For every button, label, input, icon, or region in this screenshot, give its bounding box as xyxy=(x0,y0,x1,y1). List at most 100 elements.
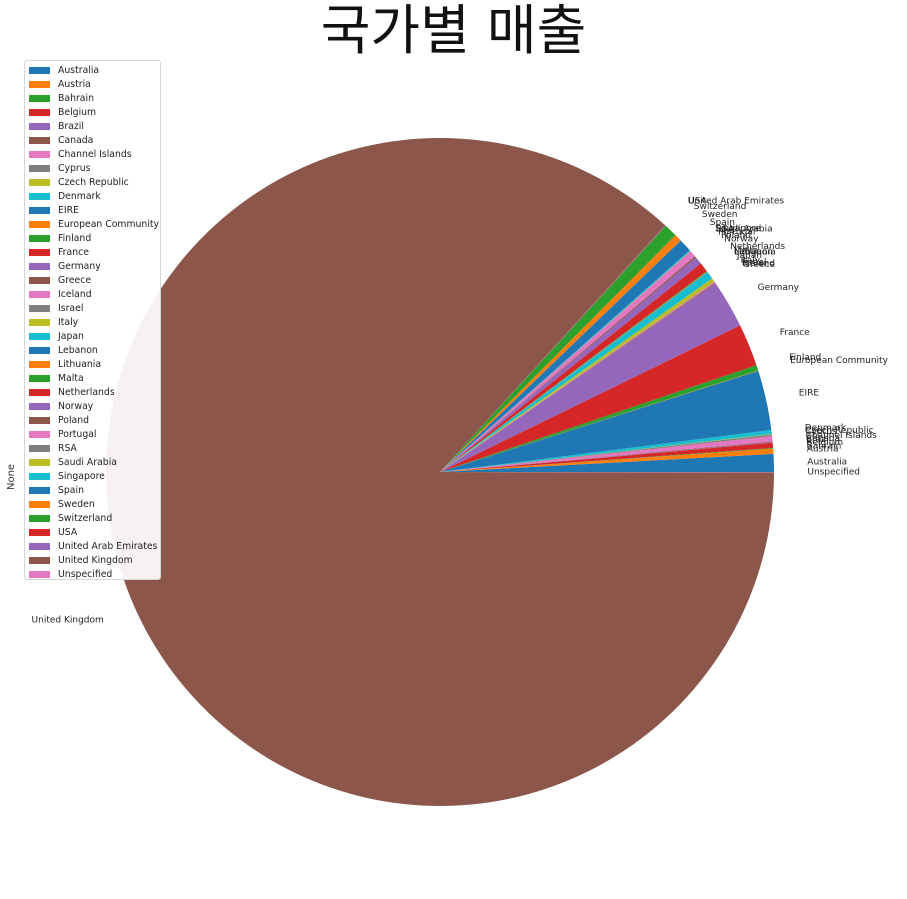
legend-item: Japan xyxy=(29,329,160,343)
legend-item: Lithuania xyxy=(29,357,160,371)
slice-label-channel-islands: Channel Islands xyxy=(806,431,878,441)
legend-swatch xyxy=(29,570,50,578)
legend-swatch xyxy=(29,514,50,522)
legend-label: Sweden xyxy=(58,498,95,510)
legend-swatch xyxy=(29,388,50,396)
pie-slice-france xyxy=(440,325,757,472)
slice-label-czech-republic: Czech Republic xyxy=(805,426,874,436)
legend-item: USA xyxy=(29,525,160,539)
legend-swatch xyxy=(29,136,50,144)
slice-label-eire: EIRE xyxy=(799,388,820,398)
slice-label-belgium: Belgium xyxy=(806,438,843,448)
legend-item: Australia xyxy=(29,63,160,77)
legend-item: Greece xyxy=(29,273,160,287)
pie-slice-netherlands xyxy=(440,263,707,472)
legend-label: Lithuania xyxy=(58,358,102,370)
pie-slice-united-kingdom xyxy=(106,138,774,807)
legend-item: United Kingdom xyxy=(29,553,160,567)
slice-label-greece: Greece xyxy=(743,260,775,270)
legend-swatch xyxy=(29,472,50,480)
pie-slice-italy xyxy=(440,278,715,472)
legend-label: Australia xyxy=(58,64,100,76)
legend-item: EIRE xyxy=(29,203,160,217)
slice-label-netherlands: Netherlands xyxy=(730,242,785,252)
slice-label-france: France xyxy=(780,328,810,338)
legend-swatch xyxy=(29,66,50,74)
slice-label-unspecified: Unspecified xyxy=(807,468,860,478)
slice-label-switzerland: Switzerland xyxy=(694,202,747,212)
pie-slice-labels: Australia AustriaBahrainBelgiumBrazilCana… xyxy=(32,196,889,625)
pie-slice-finland xyxy=(440,365,759,472)
slice-label-finland: Finland xyxy=(789,353,821,363)
legend-label: Bahrain xyxy=(58,92,94,104)
pie-slice-malta xyxy=(440,270,708,472)
legend-label: European Community xyxy=(58,218,160,230)
legend-item: Unspecified xyxy=(29,567,160,581)
legend-swatch xyxy=(29,402,50,410)
legend-item: Switzerland xyxy=(29,511,160,525)
legend-item: Saudi Arabia xyxy=(29,455,160,469)
legend-item: Israel xyxy=(29,301,160,315)
legend-swatch xyxy=(29,290,50,298)
legend-label: Singapore xyxy=(58,470,105,482)
legend-label: Austria xyxy=(58,78,91,90)
legend-item: Germany xyxy=(29,259,160,273)
legend-swatch xyxy=(29,360,50,368)
pie-slice-australia xyxy=(440,453,774,472)
legend-item: Canada xyxy=(29,133,160,147)
legend-item: Denmark xyxy=(29,189,160,203)
legend-label: Finland xyxy=(58,232,92,244)
legend-swatch xyxy=(29,220,50,228)
legend-label: Germany xyxy=(58,260,101,272)
slice-label-australia: Australia xyxy=(807,458,847,468)
legend-swatch xyxy=(29,262,50,270)
legend-label: Netherlands xyxy=(58,386,115,398)
legend-swatch xyxy=(29,234,50,242)
legend-label: Denmark xyxy=(58,190,101,202)
legend-swatch xyxy=(29,430,50,438)
pie-slice-lebanon xyxy=(440,271,708,472)
legend-swatch xyxy=(29,332,50,340)
pie-slice-switzerland xyxy=(440,225,676,472)
legend-label: Portugal xyxy=(58,428,97,440)
legend-label: Saudi Arabia xyxy=(58,456,117,468)
legend-item: Austria xyxy=(29,77,160,91)
legend-label: Norway xyxy=(58,400,94,412)
pie-slice-channel-islands xyxy=(440,436,773,472)
legend-item: Channel Islands xyxy=(29,147,160,161)
slice-label-lithuania: Lithuania xyxy=(734,247,776,257)
pie-slice-european-community xyxy=(440,370,759,472)
pie-slice-portugal xyxy=(440,251,695,472)
legend-label: Japan xyxy=(58,330,84,342)
slice-label-portugal: Portugal xyxy=(718,228,755,238)
legend-swatch xyxy=(29,416,50,424)
legend-label: Greece xyxy=(58,274,92,286)
legend-label: RSA xyxy=(58,442,77,454)
legend-label: Iceland xyxy=(58,288,92,300)
slice-label-sweden: Sweden xyxy=(702,210,738,220)
legend-item: RSA xyxy=(29,441,160,455)
slice-label-singapore: Singapore xyxy=(715,224,761,234)
legend-label: Poland xyxy=(58,414,90,426)
legend-item: Lebanon xyxy=(29,343,160,357)
slice-label-austria: Austria xyxy=(807,445,839,455)
legend-item: France xyxy=(29,245,160,259)
pie-slice-poland xyxy=(440,256,696,472)
legend-swatch xyxy=(29,318,50,326)
legend-swatch xyxy=(29,192,50,200)
legend-label: Lebanon xyxy=(58,344,98,356)
pie-slice-greece xyxy=(440,282,716,472)
slice-label-norway: Norway xyxy=(724,235,759,245)
pie-slice-canada xyxy=(440,441,773,472)
slice-label-germany: Germany xyxy=(758,283,800,293)
slice-label-rsa: RSA xyxy=(716,225,735,235)
legend-item: Finland xyxy=(29,231,160,245)
legend-item: Sweden xyxy=(29,497,160,511)
legend-label: EIRE xyxy=(58,204,79,216)
chart-title: 국가별 매출 xyxy=(320,0,587,62)
pie-slice-iceland xyxy=(440,281,716,472)
legend-item: Malta xyxy=(29,371,160,385)
legend-label: Italy xyxy=(58,316,79,328)
slice-label-malta: Malta xyxy=(734,247,759,257)
